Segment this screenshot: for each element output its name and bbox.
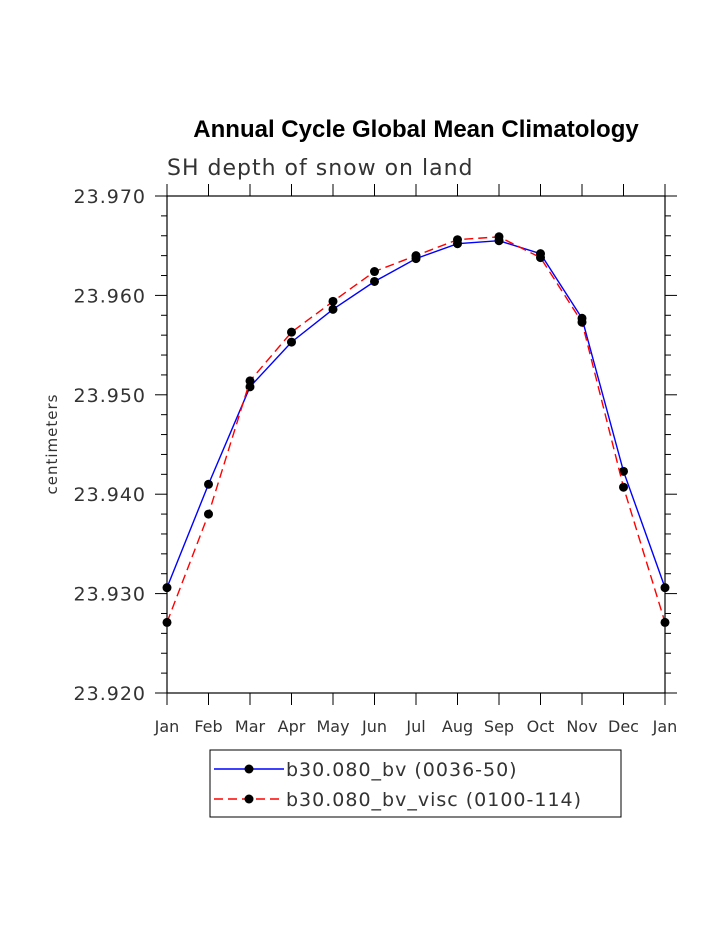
data-point (453, 235, 462, 245)
x-tick-label: Apr (278, 717, 306, 736)
data-point (494, 232, 504, 242)
x-tick-label: Jan (652, 717, 678, 736)
legend-label: b30.080_bv_visc (0100-114) (286, 789, 582, 811)
x-tick-label: Jun (361, 717, 387, 736)
y-tick-label: 23.930 (74, 584, 146, 606)
series-2 (162, 232, 670, 627)
legend-marker (244, 794, 254, 804)
data-point (162, 583, 172, 593)
data-point (245, 376, 255, 386)
legend-marker (244, 764, 254, 774)
data-point (328, 304, 338, 314)
data-point (370, 267, 379, 277)
plot-frame (166, 195, 666, 694)
x-tick-label: Sep (484, 717, 514, 736)
data-point (162, 617, 172, 627)
y-tick-label: 23.960 (74, 285, 146, 307)
x-tick-label: Nov (566, 717, 597, 736)
data-point (619, 466, 628, 476)
series-line (166, 239, 666, 588)
y-tick-label: 23.920 (74, 683, 146, 705)
x-tick-label: Feb (194, 717, 222, 736)
legend-label: b30.080_bv (0036-50) (286, 759, 518, 781)
data-point (204, 479, 213, 489)
x-tick-label: May (316, 717, 349, 736)
data-point (411, 251, 421, 261)
data-point (577, 317, 587, 327)
x-tick-label: Jan (154, 717, 180, 736)
x-tick-label: Dec (608, 717, 639, 736)
data-point (328, 296, 338, 306)
data-point (287, 327, 296, 337)
data-point (536, 253, 545, 263)
chart-subtitle: SH depth of snow on land (167, 156, 473, 181)
data-point (619, 482, 628, 492)
series-1 (162, 236, 670, 593)
plot-axes: 23.920 23.930 23.940 23.950 23.960 23.970 Jan F… (74, 184, 678, 736)
data-point (287, 337, 296, 347)
y-tick-label: 23.970 (74, 186, 146, 208)
data-point (204, 509, 213, 519)
chart-title: Annual Cycle Global Mean Climatology (193, 116, 639, 143)
data-point (660, 617, 670, 627)
legend: b30.080_bv (0036-50) b30.080_bv_visc (010… (209, 749, 622, 818)
y-tick-label: 23.950 (74, 385, 146, 407)
y-tick-label: 23.940 (74, 484, 146, 506)
legend-box (209, 749, 622, 818)
series-line (166, 236, 666, 623)
data-point (370, 276, 379, 286)
series-layer (162, 232, 670, 627)
y-axis-label: centimeters (43, 394, 61, 495)
x-tick-label: Oct (527, 717, 555, 736)
x-tick-label: Aug (442, 717, 473, 736)
x-tick-label: Jul (405, 717, 425, 736)
data-point (660, 583, 670, 593)
x-tick-label: Mar (235, 717, 266, 736)
